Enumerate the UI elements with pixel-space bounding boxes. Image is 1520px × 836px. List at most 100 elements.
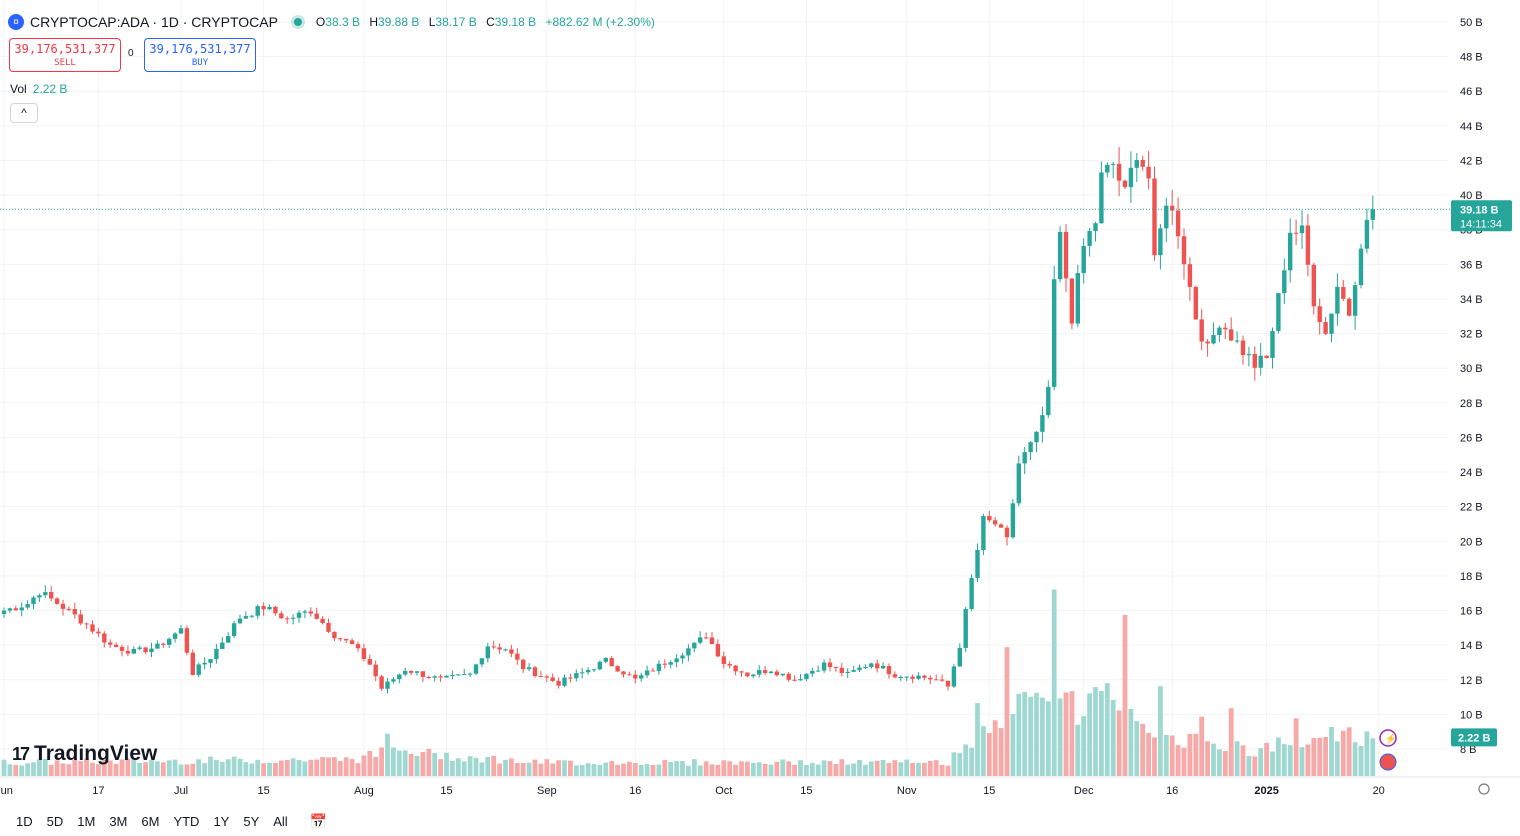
volume-bar — [1329, 726, 1334, 776]
flash-icon[interactable] — [1379, 729, 1397, 747]
range-1d[interactable]: 1D — [16, 813, 33, 829]
axis-badges[interactable]: ⚡ — [1379, 729, 1490, 795]
time-tick-label: 15 — [440, 785, 452, 797]
volume-bar — [544, 759, 550, 776]
volume-bar — [591, 764, 597, 776]
candle-body — [1146, 166, 1151, 179]
symbol-title[interactable]: CRYPTOCAP:ADA · 1D · CRYPTOCAP — [30, 14, 278, 30]
candle-body — [497, 647, 502, 650]
candle-body — [125, 650, 131, 654]
candle-body — [397, 674, 402, 680]
settings-icon[interactable] — [1478, 783, 1490, 795]
candle-body — [355, 644, 361, 649]
volume-bar — [273, 762, 278, 776]
price-tick-label: 36 B — [1460, 259, 1483, 271]
volume-bar — [249, 763, 255, 776]
range-5y[interactable]: 5Y — [243, 813, 260, 829]
volume-bar — [284, 760, 290, 776]
volume-bar — [101, 759, 107, 776]
candle-body — [562, 677, 567, 686]
volume-bar — [1335, 741, 1340, 776]
volume-legend[interactable]: Vol 2.22 B — [10, 82, 67, 96]
candle-body — [349, 640, 355, 645]
candle-body — [361, 648, 367, 660]
candle-body — [391, 679, 396, 682]
volume-bar — [1169, 735, 1175, 776]
range-1y[interactable]: 1Y — [213, 813, 230, 829]
candle-body — [320, 618, 325, 624]
range-3m[interactable]: 3M — [109, 813, 128, 829]
price-tick-label: 18 B — [1460, 571, 1483, 583]
volume-bar — [131, 758, 137, 776]
range-1m[interactable]: 1M — [77, 813, 96, 829]
candle-body — [332, 631, 337, 639]
buy-button[interactable]: 39,176,531,377 BUY — [144, 38, 256, 72]
candle-body — [686, 648, 691, 656]
candle-body — [338, 638, 343, 640]
volume-bar — [916, 762, 921, 776]
volume-bar — [1175, 745, 1181, 776]
candle-body — [149, 648, 154, 653]
us-flag-icon[interactable] — [1379, 753, 1397, 771]
last-volume-tag-value: 2.22 B — [1458, 732, 1490, 744]
candle-body — [580, 672, 585, 674]
tradingview-logo[interactable]: 17 TradingView — [12, 742, 157, 766]
volume-bar — [1364, 731, 1370, 776]
volume-bar — [804, 765, 809, 776]
candle-body — [857, 667, 862, 671]
candle-body — [1270, 330, 1275, 358]
calendar-goto-icon[interactable]: 📅 — [309, 812, 328, 829]
volume-bar — [1252, 756, 1258, 776]
change-value: +882.62 M (+2.30%) — [545, 15, 655, 29]
sell-button[interactable]: 39,176,531,377 SELL — [9, 38, 121, 72]
candle-body — [273, 606, 278, 614]
range-5d[interactable]: 5D — [46, 813, 64, 829]
volume-bar — [981, 726, 986, 776]
price-chart[interactable]: 50 B48 B46 B44 B42 B40 B38 B36 B34 B32 B… — [0, 0, 1520, 806]
candle-body — [1081, 245, 1086, 274]
candle-body — [1276, 293, 1281, 331]
volume-bar — [214, 759, 219, 776]
sell-price: 39,176,531,377 — [14, 42, 116, 56]
volume-bar — [1199, 716, 1205, 776]
volume-bar — [927, 760, 933, 776]
volume-bar — [509, 758, 514, 776]
circle-coin-icon[interactable]: ¤ — [8, 14, 24, 30]
market-status-icon[interactable] — [293, 18, 302, 26]
collapse-legend-button[interactable]: ^ — [10, 103, 38, 123]
volume-bar — [402, 750, 408, 776]
volume-bars — [1, 589, 1376, 776]
volume-bar — [137, 763, 143, 776]
volume-bar — [450, 760, 455, 776]
volume-bar — [202, 763, 207, 776]
volume-bar — [408, 753, 414, 776]
flash-glyph: ⚡ — [1385, 732, 1397, 745]
candle-body — [1075, 273, 1080, 324]
candle-body — [1028, 442, 1033, 453]
candle-body — [90, 624, 95, 632]
candle-body — [945, 680, 951, 687]
candle-body — [521, 659, 526, 670]
candle-body — [609, 658, 614, 667]
candle-body — [49, 592, 54, 599]
price-tick-label: 14 B — [1460, 640, 1483, 652]
time-axis[interactable]: Jun 17 Jul 15 Aug 15 Sep 16 Oct 15 Nov 15 Dec 16 2025 2… — [0, 785, 1385, 797]
volume-bar — [886, 762, 892, 776]
volume-bar — [1187, 733, 1193, 776]
volume-bar — [1358, 746, 1364, 776]
candle-body — [102, 633, 107, 643]
candle-body — [1229, 329, 1234, 341]
volume-bar — [674, 760, 679, 776]
last-volume-tag — [1451, 728, 1497, 747]
candle-body — [1057, 231, 1063, 280]
volume-bar — [332, 757, 337, 776]
candle-body — [585, 670, 591, 673]
candle-body — [491, 646, 496, 648]
range-all[interactable]: All — [273, 813, 288, 829]
candle-body — [137, 647, 142, 649]
range-6m[interactable]: 6M — [141, 813, 160, 829]
last-price-tag — [1451, 200, 1512, 232]
candle-body — [220, 642, 225, 649]
price-axis[interactable]: 50 B48 B46 B44 B42 B40 B38 B36 B34 B32 B… — [1460, 17, 1483, 756]
range-ytd[interactable]: YTD — [173, 813, 200, 829]
